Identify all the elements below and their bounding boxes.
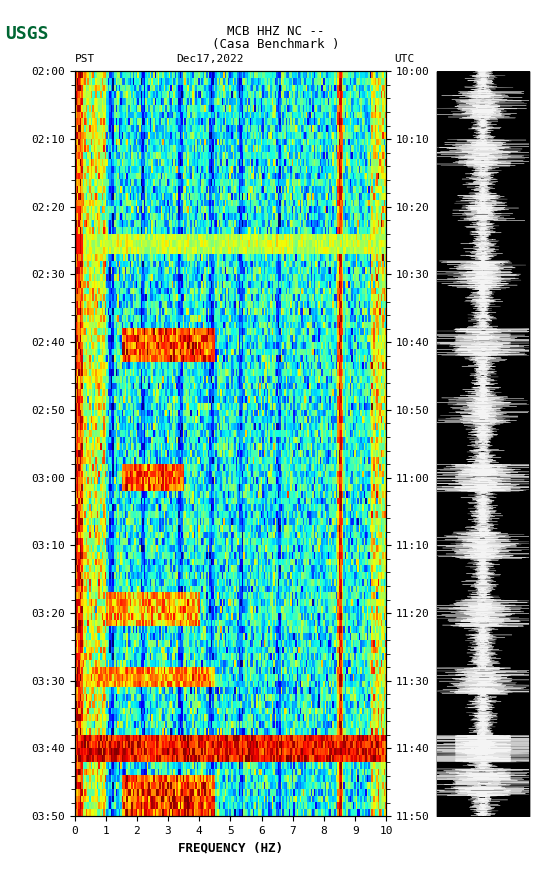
Text: (Casa Benchmark ): (Casa Benchmark )	[213, 38, 339, 52]
Text: Dec17,2022: Dec17,2022	[177, 54, 244, 63]
Text: PST: PST	[75, 54, 95, 63]
Text: MCB HHZ NC --: MCB HHZ NC --	[227, 25, 325, 38]
Text: USGS: USGS	[6, 25, 49, 43]
Text: UTC: UTC	[395, 54, 415, 63]
X-axis label: FREQUENCY (HZ): FREQUENCY (HZ)	[178, 841, 283, 855]
